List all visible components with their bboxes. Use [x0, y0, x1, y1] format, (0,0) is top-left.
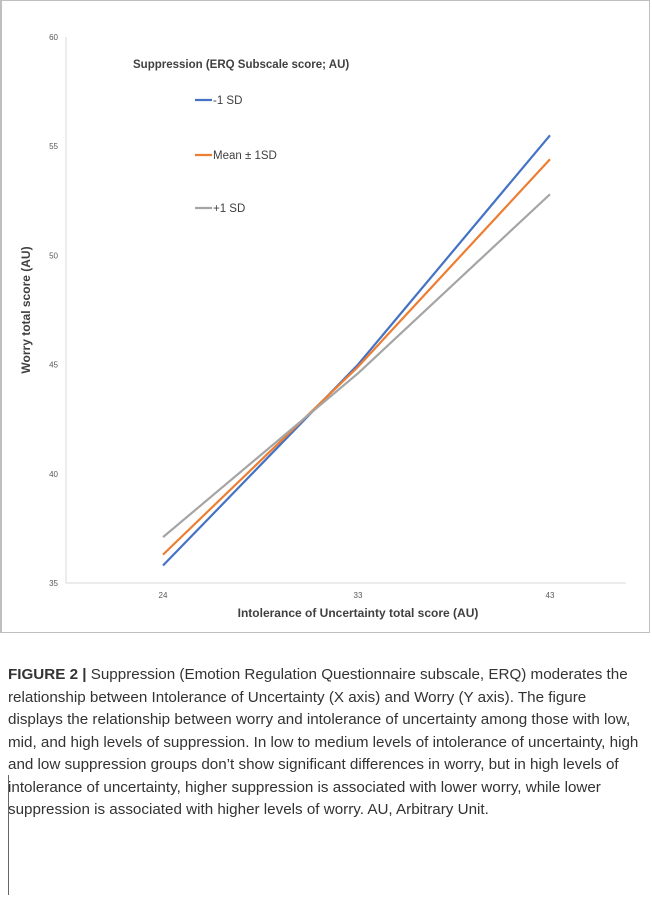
y-tick-label: 45 [49, 361, 58, 370]
x-tick-labels: 24 33 43 [159, 591, 555, 600]
x-axis-title: Intolerance of Uncertainty total score (… [238, 606, 479, 620]
legend-title: Suppression (ERQ Subscale score; AU) [133, 59, 349, 71]
series-line-0 [162, 134, 551, 567]
figure-frame [0, 0, 650, 633]
y-tick-label: 40 [49, 470, 58, 479]
y-tick-label: 35 [49, 579, 58, 588]
y-tick-label: 55 [49, 142, 58, 151]
legend-label: -1 SD [213, 95, 242, 107]
x-tick-label: 24 [159, 591, 168, 600]
y-tick-label: 60 [49, 33, 58, 42]
y-tick-labels: 35 40 45 50 55 60 [49, 33, 58, 588]
legend: -1 SD Mean ± 1SD +1 SD [195, 95, 277, 215]
line-chart: 35 40 45 50 55 60 24 33 43 Intolerance of Uncer… [19, 33, 626, 620]
y-axis-title: Worry total score (AU) [19, 246, 33, 373]
x-tick-label: 33 [354, 591, 363, 600]
caption-text: Suppression (Emotion Regulation Question… [8, 666, 639, 818]
figure-label: FIGURE 2 | [8, 666, 87, 683]
legend-label: +1 SD [213, 203, 245, 215]
series-lines [162, 134, 551, 567]
caption-rule [8, 775, 9, 895]
figure-caption: FIGURE 2 | Suppression (Emotion Regulati… [8, 664, 644, 822]
series-line-1 [162, 158, 551, 556]
x-tick-label: 43 [546, 591, 555, 600]
y-tick-label: 50 [49, 251, 58, 260]
legend-label: Mean ± 1SD [213, 150, 277, 162]
series-line-2 [162, 193, 551, 538]
